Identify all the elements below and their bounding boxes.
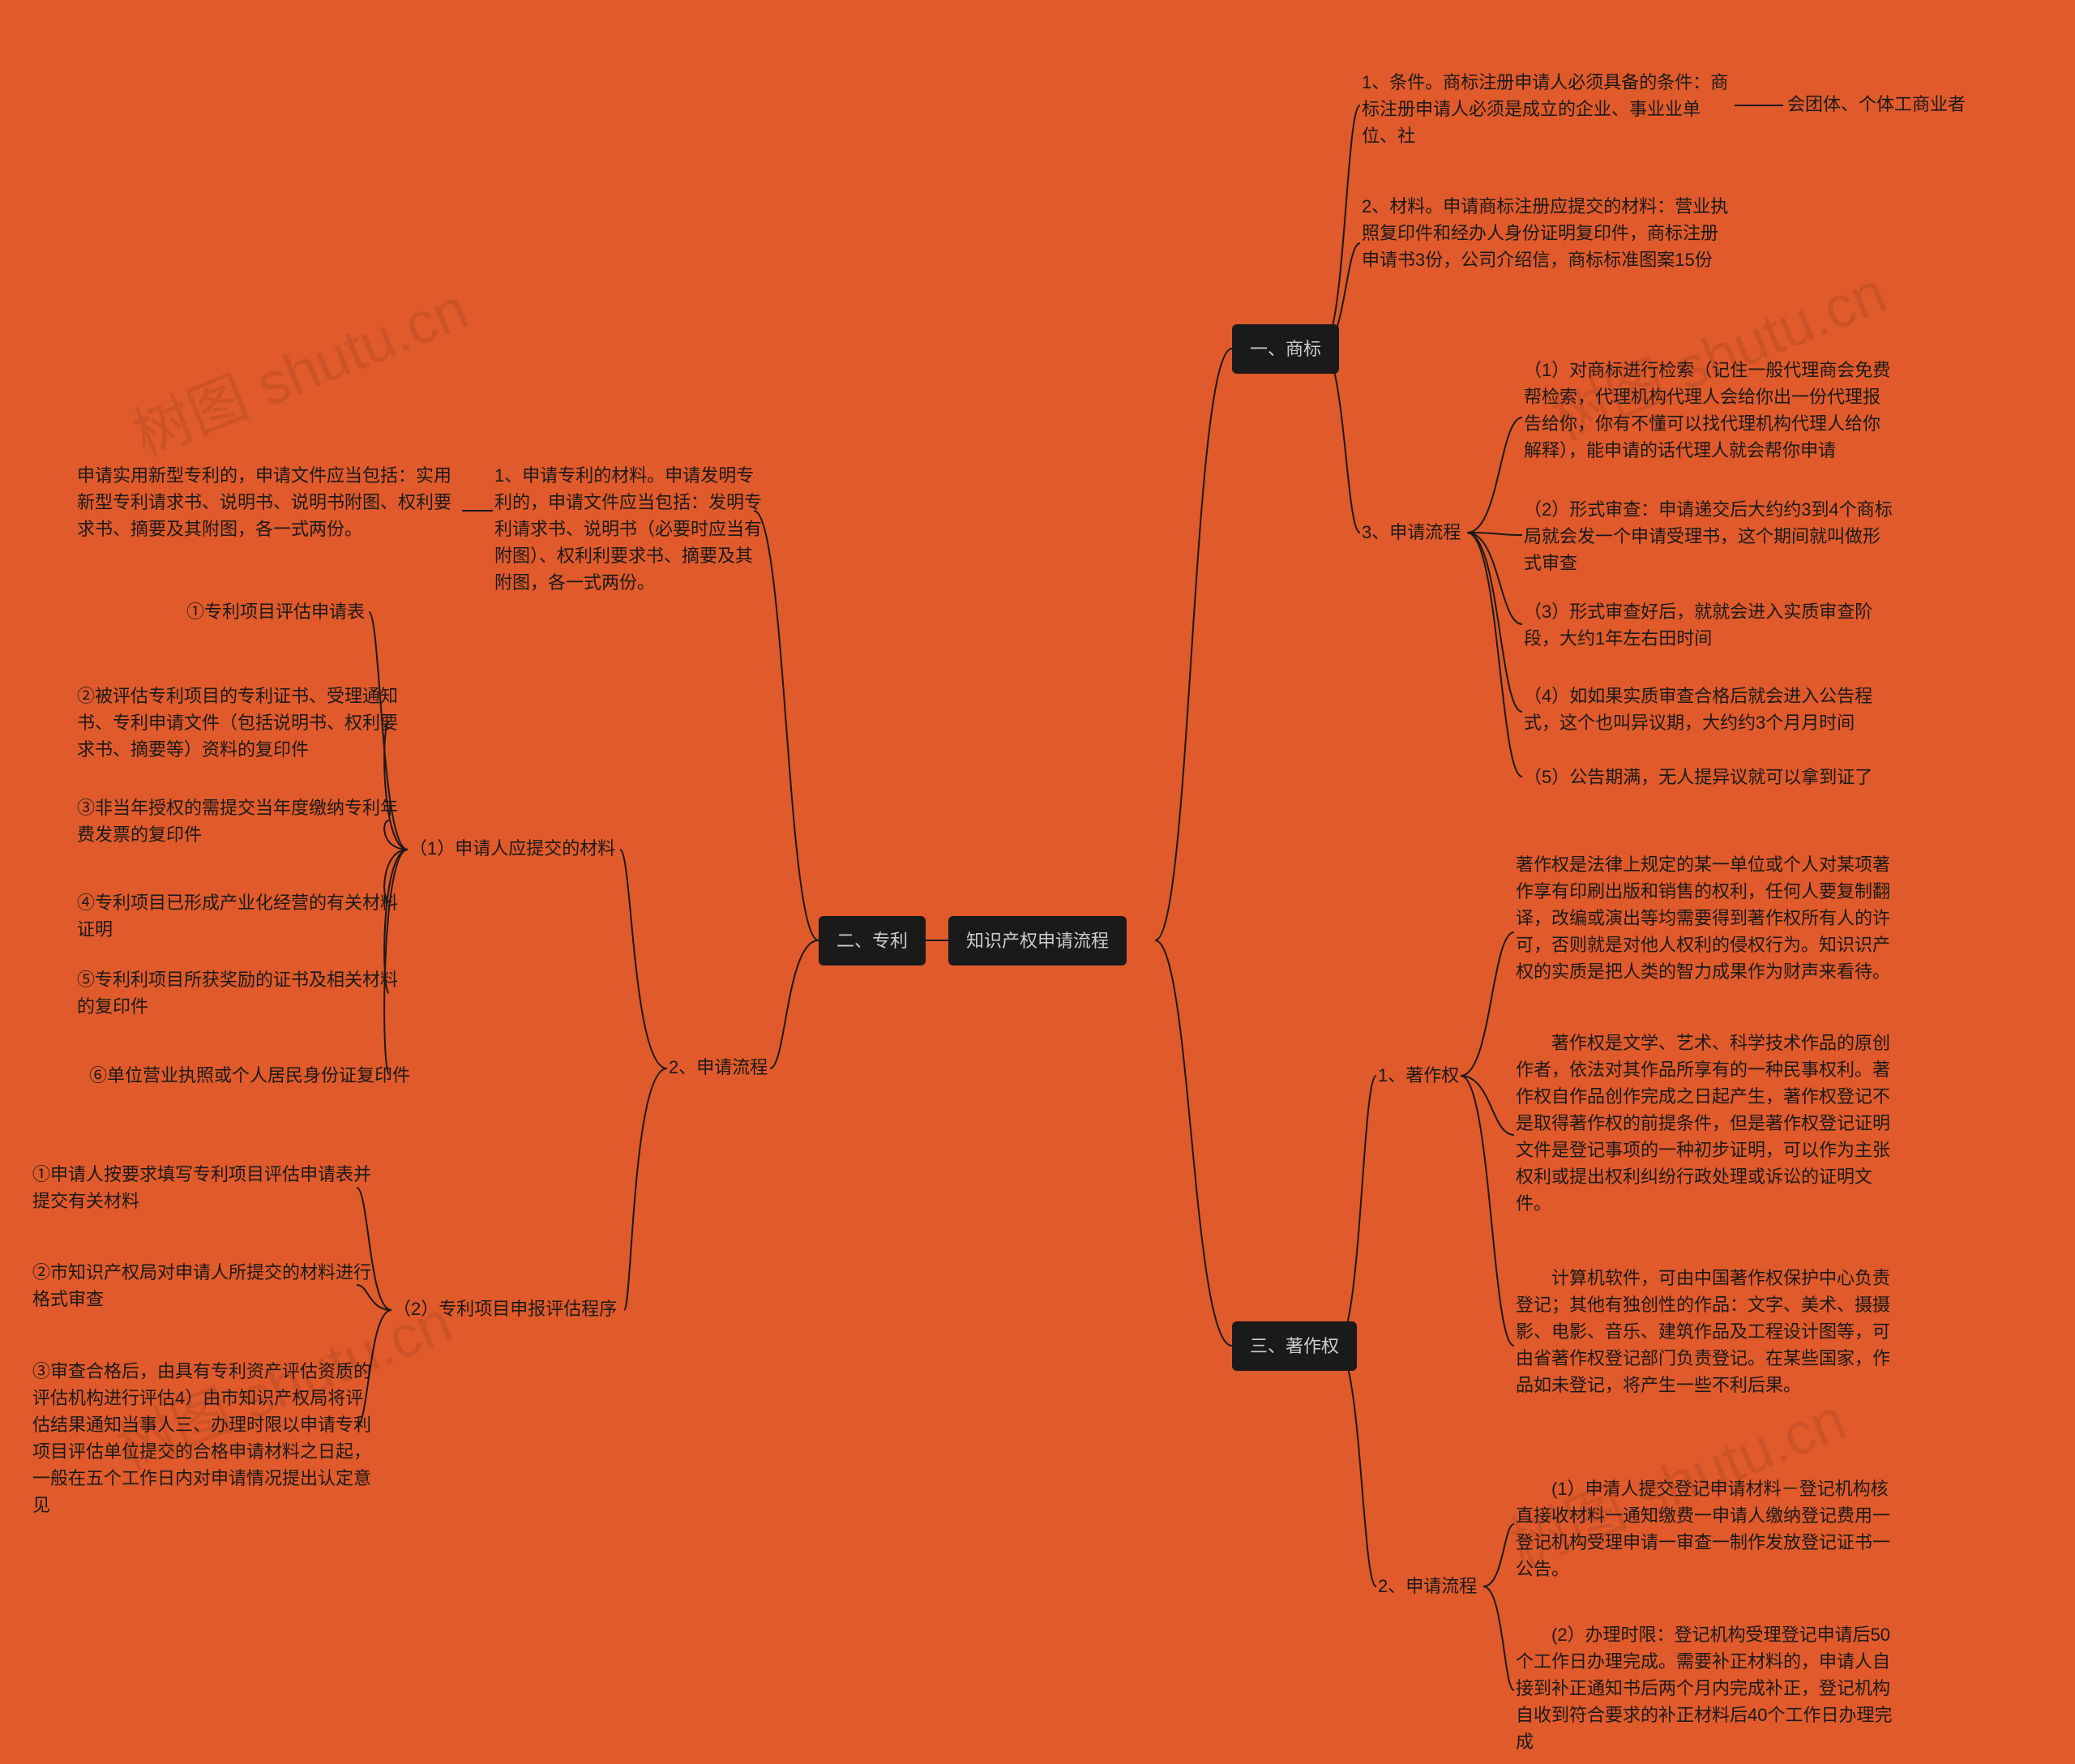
node-patent[interactable]: 二、专利 [819,916,926,965]
leaf-f2: 著作权是文学、艺术、科学技术作品的原创作者，依法对其作品所享有的一种民事权利。著… [1516,1030,1897,1217]
leaf-f1: 著作权是法律上规定的某一单位或个人对某项著作享有印刷出版和销售的权利，任何人要复… [1516,851,1897,985]
node-tm-materials: 2、材料。申请商标注册应提交的材料：营业执照复印件和经办人身份证明复印件，商标注… [1362,193,1735,273]
leaf-d2: ②市知识产权局对申请人所提交的材料进行格式审查 [32,1259,373,1312]
leaf-c5: ⑤专利利项目所获奖励的证书及相关材料的复印件 [77,966,401,1020]
leaf-c6: ⑥单位营业执照或个人居民身份证复印件 [89,1062,410,1089]
node-copyright[interactable]: 三、著作权 [1232,1321,1357,1371]
node-trademark[interactable]: 一、商标 [1232,324,1339,374]
node-utility-model: 申请实用新型专利的，申请文件应当包括：实用新型专利请求书、说明书、说明书附图、权… [77,462,466,542]
node-tm-condition-ext: 会团体、个体工商业者 [1787,91,1966,118]
leaf-d1: ①申请人按要求填写专利项目评估申请表并提交有关材料 [32,1161,373,1214]
watermark: 树图 shutu.cn [118,261,478,473]
node-patent-materials: 1、申请专利的材料。申请发明专利的，申请文件应当包括：发明专利请求书、说明书（必… [494,462,762,596]
node-tm-process: 3、申请流程 [1362,519,1461,546]
leaf-c3: ③非当年授权的需提交当年度缴纳专利年费发票的复印件 [77,794,401,848]
leaf-e5: （5）公告期满，无人提异议就可以拿到证了 [1524,764,1872,790]
leaf-d3: ③审查合格后，由具有专利资产评估资质的评估机构进行评估4）由市知识产权局将评估结… [32,1358,373,1518]
leaf-f3: 计算机软件，可由中国著作权保护中心负责登记；其他有独创性的作品：文字、美术、摄摄… [1516,1265,1897,1398]
leaf-c2: ②被评估专利项目的专利证书、受理通知书、专利申请文件（包括说明书、权利要求书、摘… [77,683,401,763]
leaf-g2: (2）办理时限：登记机构受理登记申请后50个工作日办理完成。需要补正材料的，申请… [1516,1621,1897,1755]
leaf-c1: ①专利项目评估申请表 [186,598,365,625]
leaf-g1: (1）申清人提交登记申请材料－登记机构核直接收材料一通知缴费一申请人缴纳登记费用… [1516,1475,1897,1582]
leaf-c4: ④专利项目已形成产业化经营的有关材料证明 [77,889,401,943]
node-tm-condition: 1、条件。商标注册申请人必须具备的条件：商标注册申请人必须是成立的企业、事业业单… [1362,69,1735,149]
node-copyright-sub1: 1、著作权 [1378,1062,1459,1089]
node-copyright-sub2: 2、申请流程 [1378,1573,1477,1599]
leaf-e1: （1）对商标进行检索（记住一般代理商会免费帮检索，代理机构代理人会给你出一份代理… [1524,357,1897,464]
leaf-e3: （3）形式审查好后，就就会进入实质审查阶段，大约1年左右田时间 [1524,598,1897,652]
root-node[interactable]: 知识产权申请流程 [948,916,1127,965]
node-patent-process: 2、申请流程 [669,1054,768,1081]
leaf-e2: （2）形式审查：申请递交后大约约3到4个商标局就会发一个申请受理书，这个期间就叫… [1524,496,1897,576]
node-applicant-materials: （1）申请人应提交的材料 [409,835,615,862]
node-eval-procedure: （2）专利项目申报评估程序 [393,1295,617,1322]
leaf-e4: （4）如如果实质审查合格后就会进入公告程式，这个也叫异议期，大约约3个月月时间 [1524,683,1897,736]
